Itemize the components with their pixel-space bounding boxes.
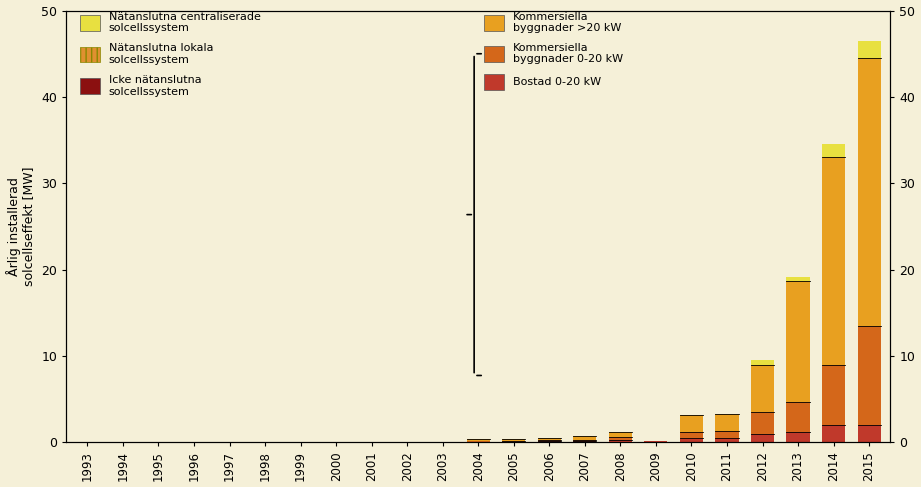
- Bar: [751, 360, 774, 365]
- Bar: [822, 157, 845, 365]
- Bar: [716, 431, 739, 438]
- Bar: [822, 425, 845, 442]
- Bar: [609, 437, 632, 440]
- Bar: [502, 439, 525, 441]
- Bar: [751, 412, 774, 434]
- Bar: [822, 365, 845, 425]
- Bar: [857, 326, 880, 425]
- Bar: [573, 440, 597, 441]
- Bar: [573, 441, 597, 442]
- Bar: [857, 425, 880, 442]
- Bar: [467, 439, 490, 441]
- Bar: [787, 277, 810, 281]
- Bar: [573, 436, 597, 440]
- Y-axis label: Årlig installerad
solcellseffekt [MW]: Årlig installerad solcellseffekt [MW]: [6, 167, 36, 286]
- Bar: [787, 402, 810, 432]
- Bar: [645, 441, 668, 442]
- Bar: [538, 441, 561, 442]
- Bar: [680, 415, 703, 432]
- Bar: [680, 438, 703, 442]
- Bar: [716, 438, 739, 442]
- Bar: [787, 432, 810, 442]
- Bar: [857, 41, 880, 58]
- Bar: [680, 432, 703, 438]
- Bar: [538, 438, 561, 440]
- Bar: [538, 440, 561, 441]
- Bar: [609, 440, 632, 442]
- Legend: Kommersiella
byggnader >20 kW, Kommersiella
byggnader 0-20 kW, Bostad 0-20 kW: Kommersiella byggnader >20 kW, Kommersie…: [484, 12, 623, 90]
- Bar: [857, 58, 880, 326]
- Bar: [502, 441, 525, 442]
- Bar: [751, 434, 774, 442]
- Bar: [822, 145, 845, 157]
- Bar: [787, 281, 810, 402]
- Bar: [716, 414, 739, 431]
- Bar: [751, 365, 774, 412]
- Bar: [609, 432, 632, 437]
